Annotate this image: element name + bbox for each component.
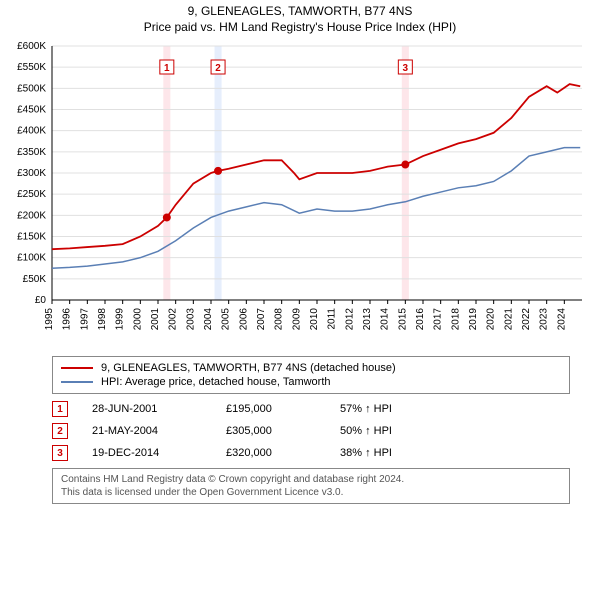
svg-text:2010: 2010 — [309, 308, 320, 331]
svg-text:2023: 2023 — [539, 308, 550, 331]
svg-text:3: 3 — [403, 63, 409, 74]
legend-item-hpi: HPI: Average price, detached house, Tamw… — [61, 375, 561, 389]
sale-price: £305,000 — [226, 425, 316, 437]
sale-row: 2 21-MAY-2004 £305,000 50% ↑ HPI — [52, 420, 570, 442]
svg-text:£450K: £450K — [17, 105, 46, 116]
svg-text:£0: £0 — [35, 295, 47, 306]
svg-text:£350K: £350K — [17, 147, 46, 158]
legend-swatch — [61, 367, 93, 369]
svg-text:2015: 2015 — [397, 308, 408, 331]
svg-text:£400K: £400K — [17, 126, 46, 137]
svg-text:2: 2 — [215, 63, 221, 74]
svg-text:2017: 2017 — [433, 308, 444, 331]
svg-text:2016: 2016 — [415, 308, 426, 331]
sale-marker-badge: 1 — [52, 401, 68, 417]
attribution-line: This data is licensed under the Open Gov… — [61, 486, 561, 499]
svg-text:2022: 2022 — [521, 308, 532, 331]
legend-label: 9, GLENEAGLES, TAMWORTH, B77 4NS (detach… — [101, 362, 396, 374]
svg-text:2014: 2014 — [380, 308, 391, 331]
sale-pct-vs-hpi: 38% ↑ HPI — [340, 447, 450, 459]
svg-text:2004: 2004 — [203, 308, 214, 331]
sale-date: 19-DEC-2014 — [92, 447, 202, 459]
sale-row: 3 19-DEC-2014 £320,000 38% ↑ HPI — [52, 442, 570, 464]
svg-text:2011: 2011 — [327, 308, 338, 330]
sale-marker-badge: 2 — [52, 423, 68, 439]
price-chart: £0 £50K £100K £150K £200K £250K £300K £350K £400… — [0, 40, 600, 350]
svg-text:1999: 1999 — [115, 308, 126, 331]
svg-text:2024: 2024 — [556, 308, 567, 331]
svg-text:2009: 2009 — [291, 308, 302, 331]
legend-item-property: 9, GLENEAGLES, TAMWORTH, B77 4NS (detach… — [61, 361, 561, 375]
svg-text:2008: 2008 — [274, 308, 285, 331]
svg-text:2020: 2020 — [486, 308, 497, 331]
chart-legend: 9, GLENEAGLES, TAMWORTH, B77 4NS (detach… — [52, 356, 570, 394]
sale-pct-vs-hpi: 50% ↑ HPI — [340, 425, 450, 437]
svg-text:2003: 2003 — [185, 308, 196, 331]
legend-label: HPI: Average price, detached house, Tamw… — [101, 376, 331, 388]
svg-text:1995: 1995 — [44, 308, 55, 331]
svg-text:2019: 2019 — [468, 308, 479, 331]
svg-text:2002: 2002 — [168, 308, 179, 331]
sales-table: 1 28-JUN-2001 £195,000 57% ↑ HPI 2 21-MAY-200… — [52, 398, 570, 464]
chart-title-address: 9, GLENEAGLES, TAMWORTH, B77 4NS — [0, 4, 600, 18]
sale-pct-vs-hpi: 57% ↑ HPI — [340, 403, 450, 415]
sale-date: 21-MAY-2004 — [92, 425, 202, 437]
svg-text:2005: 2005 — [221, 308, 232, 331]
svg-text:£250K: £250K — [17, 189, 46, 200]
sale-price: £195,000 — [226, 403, 316, 415]
legend-swatch — [61, 381, 93, 383]
svg-text:1996: 1996 — [62, 308, 73, 331]
svg-text:£600K: £600K — [17, 41, 46, 52]
attribution-box: Contains HM Land Registry data © Crown c… — [52, 468, 570, 504]
sale-row: 1 28-JUN-2001 £195,000 57% ↑ HPI — [52, 398, 570, 420]
svg-text:£100K: £100K — [17, 253, 46, 264]
svg-text:2000: 2000 — [132, 308, 143, 331]
svg-text:2013: 2013 — [362, 308, 373, 331]
svg-text:£150K: £150K — [17, 232, 46, 243]
svg-text:£500K: £500K — [17, 83, 46, 94]
svg-text:1: 1 — [164, 63, 170, 74]
sale-marker-badge: 3 — [52, 445, 68, 461]
svg-text:2007: 2007 — [256, 308, 267, 331]
svg-text:£200K: £200K — [17, 210, 46, 221]
svg-text:2018: 2018 — [450, 308, 461, 331]
svg-text:£50K: £50K — [23, 274, 47, 285]
svg-text:£300K: £300K — [17, 168, 46, 179]
chart-title-subtitle: Price paid vs. HM Land Registry's House … — [0, 20, 600, 34]
svg-text:2012: 2012 — [344, 308, 355, 331]
svg-text:2006: 2006 — [238, 308, 249, 331]
sale-date: 28-JUN-2001 — [92, 403, 202, 415]
sale-price: £320,000 — [226, 447, 316, 459]
svg-text:1998: 1998 — [97, 308, 108, 331]
attribution-line: Contains HM Land Registry data © Crown c… — [61, 473, 561, 486]
svg-text:1997: 1997 — [79, 308, 90, 331]
svg-text:£550K: £550K — [17, 62, 46, 73]
svg-text:2001: 2001 — [150, 308, 161, 331]
svg-text:2021: 2021 — [503, 308, 514, 331]
